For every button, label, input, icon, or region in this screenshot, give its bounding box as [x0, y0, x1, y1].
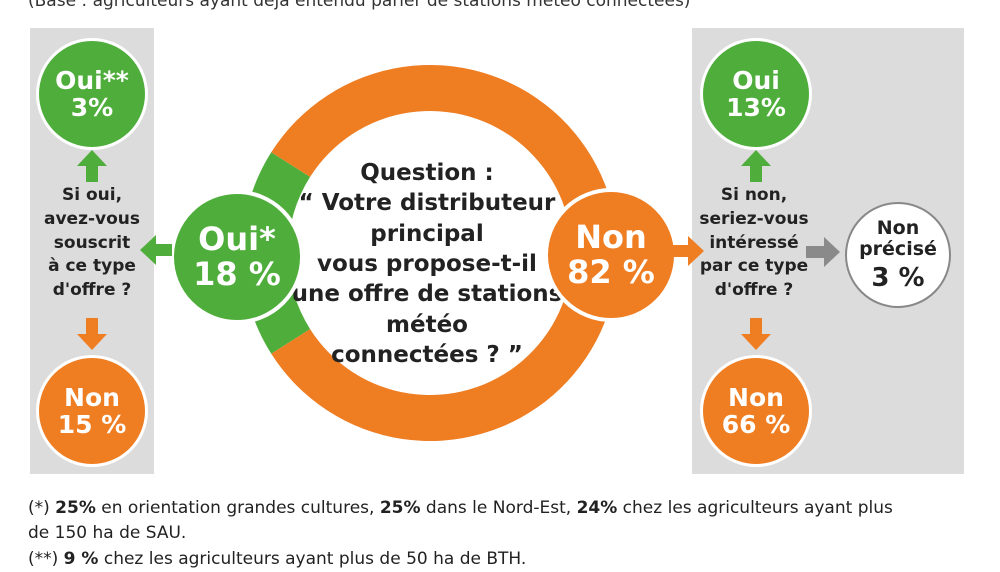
left-no-bubble: Non 15 %	[36, 355, 148, 467]
base-note: (Base : agriculteurs ayant déjà entendu …	[28, 0, 691, 11]
right-sub-line: intéressé	[709, 232, 799, 253]
right-no-bubble: Non 66 %	[700, 355, 812, 467]
question-text: Question : “ Votre distributeur principa…	[288, 158, 566, 371]
unspecified-label: précisé	[859, 237, 937, 260]
right-sub-question: Si non, seriez-vous intéressé par ce typ…	[692, 184, 816, 303]
question-line: une offre de stations	[291, 281, 563, 308]
footnote-text: en orientation grandes cultures,	[95, 498, 380, 518]
left-pointing-arrow-icon	[140, 235, 172, 265]
right-yes-value: 13%	[726, 93, 786, 122]
right-up-arrow-icon	[741, 150, 771, 182]
main-no-value: 82 %	[567, 253, 655, 291]
left-sub-line: souscrit	[53, 232, 131, 253]
footnote-value: 25%	[379, 498, 421, 518]
footnote-marker: (*)	[28, 498, 56, 518]
left-no-label: Non	[64, 382, 120, 412]
left-up-arrow-icon	[77, 150, 107, 182]
main-yes-bubble: Oui* 18 %	[170, 190, 304, 324]
main-no-bubble: Non 82 %	[544, 188, 678, 322]
right-down-arrow-icon	[741, 318, 771, 350]
left-sub-line: d'offre ?	[52, 280, 132, 301]
left-sub-question: Si oui, avez-vous souscrit à ce type d'o…	[30, 184, 154, 303]
footnote-text: chez les agriculteurs ayant plus de 50 h…	[98, 549, 527, 569]
footnote-text: dans le Nord-Est,	[420, 498, 577, 518]
unspecified-bubble: Non précisé 3 %	[845, 202, 951, 308]
question-line: Question :	[360, 160, 494, 186]
question-line: connectées ? ”	[331, 342, 523, 369]
right-no-label: Non	[728, 382, 784, 412]
footnote-value: 24%	[576, 498, 618, 518]
footnote-1: (*) 25% en orientation grandes cultures,…	[28, 496, 893, 545]
left-sub-line: à ce type	[48, 256, 136, 277]
right-yes-label: Oui	[732, 65, 780, 95]
footnote-text: de 150 ha de SAU.	[28, 522, 187, 543]
right-sub-line: par ce type	[699, 256, 809, 277]
right-yes-bubble: Oui 13%	[700, 38, 812, 150]
footnote-text: chez les agriculteurs ayant plus	[617, 498, 893, 518]
footnote-marker: (**)	[28, 549, 64, 569]
right-pointing-arrow-icon	[672, 236, 704, 266]
unspecified-value: 3 %	[871, 262, 925, 293]
left-sub-line: avez-vous	[43, 208, 140, 229]
right-no-value: 66 %	[721, 410, 791, 439]
footnote-value: 9 %	[63, 549, 99, 569]
left-yes-label: Oui**	[55, 65, 129, 95]
left-down-arrow-icon	[77, 318, 107, 350]
question-line: “ Votre distributeur	[298, 190, 556, 217]
right-sub-line: d'offre ?	[714, 280, 794, 301]
unspecified-label: Non	[876, 216, 920, 239]
left-yes-value: 3%	[70, 93, 114, 122]
footnote-2: (**) 9 % chez les agriculteurs ayant plu…	[28, 547, 526, 572]
main-no-label: Non	[575, 217, 647, 256]
question-line: vous propose-t-il	[317, 251, 537, 278]
main-yes-value: 18 %	[193, 255, 281, 293]
left-sub-line: Si oui,	[61, 185, 123, 205]
right-sub-line: seriez-vous	[699, 208, 809, 229]
left-no-value: 15 %	[57, 410, 127, 439]
left-yes-bubble: Oui** 3%	[36, 38, 148, 150]
grey-arrow-icon	[806, 237, 840, 267]
right-sub-line: Si non,	[720, 185, 788, 205]
main-yes-label: Oui*	[198, 219, 276, 258]
footnote-value: 25%	[55, 498, 96, 518]
question-line: météo	[386, 311, 468, 338]
question-line: principal	[370, 220, 484, 247]
